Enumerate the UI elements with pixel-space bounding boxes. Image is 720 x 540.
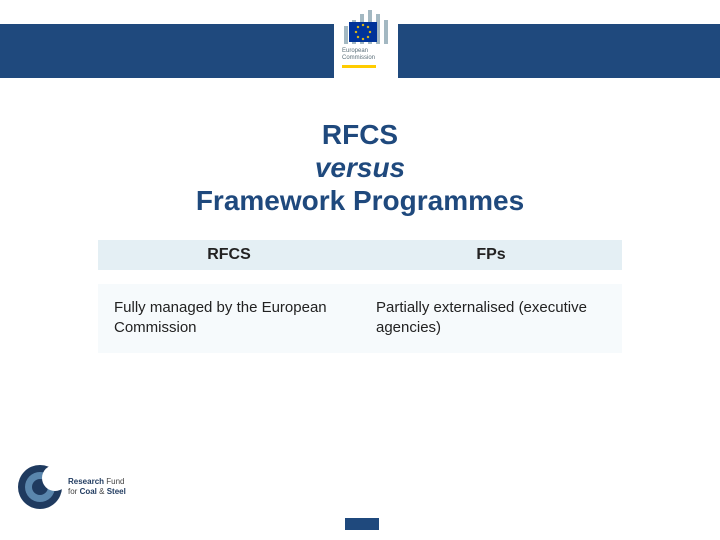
- rfcs-text-coal: Coal: [80, 487, 97, 496]
- rfcs-swirl-icon: [18, 465, 62, 509]
- european-commission-logo: European Commission: [334, 6, 398, 100]
- rfcs-text-for: for: [68, 487, 80, 496]
- rfcs-text-amp: &: [97, 487, 107, 496]
- ec-logo-line1: European: [342, 48, 375, 55]
- rfcs-text-research: Research: [68, 477, 104, 486]
- table-row: Fully managed by the European Commission…: [98, 284, 622, 353]
- ec-logo-underline: [342, 65, 376, 68]
- comparison-table: RFCS FPs Fully managed by the European C…: [98, 240, 622, 353]
- column-header-fps: FPs: [360, 240, 622, 270]
- title-line-1: RFCS: [0, 118, 720, 151]
- cell-rfcs-1: Fully managed by the European Commission: [98, 284, 360, 353]
- title-line-2: versus: [0, 151, 720, 184]
- comparison-table-container: RFCS FPs Fully managed by the European C…: [98, 240, 622, 353]
- ec-logo-line2: Commission: [342, 55, 375, 62]
- rfcs-logo-text: Research Fund for Coal & Steel: [68, 477, 126, 496]
- column-header-rfcs: RFCS: [98, 240, 360, 270]
- rfcs-text-fund: Fund: [104, 477, 124, 486]
- ec-logo-text: European Commission: [342, 48, 375, 61]
- slide-title: RFCS versus Framework Programmes: [0, 118, 720, 217]
- table-header-row: RFCS FPs: [98, 240, 622, 270]
- eu-flag-icon: [349, 22, 377, 42]
- table-spacer-row: [98, 270, 622, 284]
- footer-accent-bar: [345, 518, 379, 530]
- title-line-3: Framework Programmes: [0, 184, 720, 217]
- rfcs-fund-logo: Research Fund for Coal & Steel: [18, 462, 148, 512]
- rfcs-text-steel: Steel: [107, 487, 126, 496]
- cell-fps-1: Partially externalised (executive agenci…: [360, 284, 622, 353]
